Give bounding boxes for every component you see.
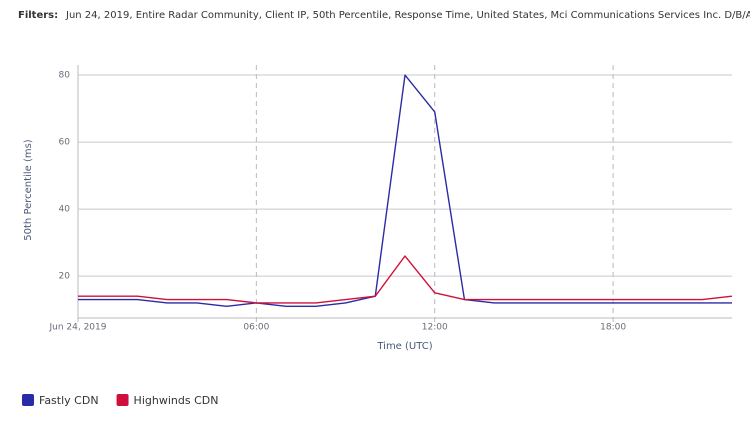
legend-swatch bbox=[116, 394, 129, 406]
x-tick-label: 18:00 bbox=[600, 323, 626, 333]
legend-swatch bbox=[22, 394, 34, 406]
y-tick-label: 40 bbox=[59, 205, 71, 215]
legend-label: Highwinds CDN bbox=[134, 394, 219, 407]
filters-text: Jun 24, 2019, Entire Radar Community, Cl… bbox=[65, 10, 750, 21]
x-tick-label: Jun 24, 2019 bbox=[48, 323, 106, 333]
filters-label: Filters: bbox=[18, 10, 58, 21]
legend-label: Fastly CDN bbox=[39, 394, 99, 407]
series-line bbox=[78, 255, 733, 304]
series-line bbox=[78, 74, 732, 307]
x-tick-label: 12:00 bbox=[422, 323, 448, 333]
x-axis-title: Time (UTC) bbox=[376, 341, 432, 352]
x-tick-label: 06:00 bbox=[243, 323, 269, 333]
y-tick-label: 60 bbox=[59, 138, 71, 148]
y-axis-title: 50th Percentile (ms) bbox=[23, 139, 34, 241]
y-tick-label: 20 bbox=[59, 272, 71, 282]
y-tick-label: 80 bbox=[59, 71, 71, 81]
